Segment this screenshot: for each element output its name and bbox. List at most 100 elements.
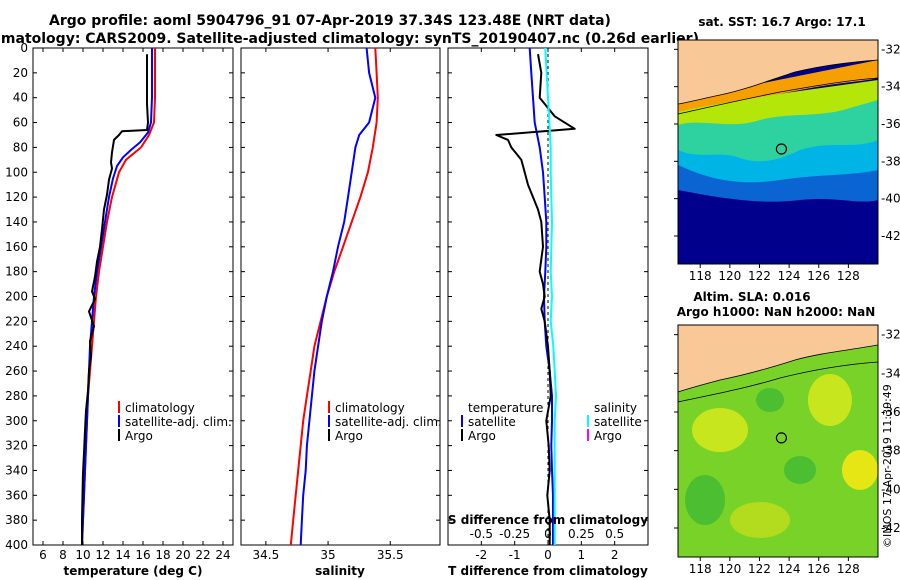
argo-position-marker	[775, 143, 788, 155]
s-tick-label: 0.5	[605, 527, 624, 541]
lon-tick-label: 118	[689, 269, 712, 283]
depth-axis: 0 20 40 60 80 100 120 140 160 180 200 220 240 260 280 3…	[5, 41, 648, 552]
depth-tick-label: 340	[5, 463, 28, 477]
series-line-s-satellite-clim	[544, 48, 557, 545]
legend-label-t-argo: Argo	[468, 429, 496, 443]
lat-tick-label: -32	[881, 328, 900, 342]
x-tick-label: 2	[611, 548, 619, 562]
lon-tick-label: 124	[778, 562, 801, 576]
x-tick-label: 35	[320, 548, 335, 562]
lon-tick-label: 118	[689, 562, 712, 576]
lon-tick-label: 120	[718, 562, 741, 576]
lat-tick-label: -32	[881, 42, 900, 56]
depth-tick-label: 140	[5, 215, 28, 229]
sst-map-title: sat. SST: 16.7 Argo: 17.1	[698, 15, 865, 29]
legend-label-satellite: satellite-adj. clim.	[335, 415, 442, 429]
depth-tick-label: 240	[5, 339, 28, 353]
sla-anomaly	[730, 502, 790, 538]
legend-label-argo: Argo	[335, 429, 363, 443]
sla-map-title: Altim. SLA: 0.016	[693, 290, 810, 304]
s-tick-label: -0.5	[470, 527, 493, 541]
legend-label-satellite: satellite-adj. clim.	[125, 415, 232, 429]
s-difference-axis-label: S difference from climatology	[448, 513, 648, 527]
series-line-satellite-adj-clim-	[299, 48, 377, 545]
s-difference-x-axis: -0.5-0.2500.250.5	[470, 527, 625, 541]
lon-tick-label: 120	[718, 269, 741, 283]
x-tick-label: 34.5	[253, 548, 280, 562]
depth-tick-label: 120	[5, 190, 28, 204]
sla-coastline	[678, 344, 878, 393]
lon-tick-label: 128	[837, 269, 860, 283]
sst-map	[678, 40, 878, 264]
sst-coastline	[678, 59, 878, 105]
series-line-t-argo-clim	[495, 54, 576, 545]
lat-tick-label: -40	[881, 192, 900, 206]
lon-tick-label: 126	[807, 269, 830, 283]
depth-tick-label: 380	[5, 513, 28, 527]
lat-tick-label: -36	[881, 405, 900, 419]
sst-orange-band	[678, 60, 878, 112]
sst-lon-axis: 118 120 122 124 126 128	[689, 264, 860, 283]
lat-tick-label: -38	[881, 154, 900, 168]
depth-tick-label: 300	[5, 414, 28, 428]
depth-tick-label: 40	[13, 91, 28, 105]
depth-tick-label: 220	[5, 314, 28, 328]
x-tick-label: 24	[215, 548, 230, 562]
sla-map-frame	[677, 324, 879, 558]
sst-map-frame	[677, 39, 879, 265]
depth-tick-label: 160	[5, 240, 28, 254]
salinity-legend: climatology satellite-adj. clim. Argo	[328, 401, 442, 443]
series-line-argo	[81, 54, 149, 545]
argo-position-marker	[775, 432, 788, 444]
temperature-series	[81, 48, 156, 545]
sla-anomaly	[692, 408, 748, 452]
sla-anomaly	[808, 374, 852, 426]
salinity-axis-label: salinity	[315, 564, 365, 578]
depth-tick-label: 260	[5, 364, 28, 378]
x-tick-label: 8	[59, 548, 67, 562]
temperature-panel-frame	[32, 47, 234, 546]
lon-tick-label: 124	[778, 269, 801, 283]
sla-anomaly	[685, 475, 725, 525]
x-tick-label: -1	[509, 548, 521, 562]
temperature-legend: climatology satellite-adj. clim. Argo	[118, 401, 232, 443]
figure-title-line2: Climatology: CARS2009. Satellite-adjuste…	[0, 31, 699, 47]
x-tick-label: 12	[95, 548, 110, 562]
depth-tick-label: 400	[5, 538, 28, 552]
sst-shelf-contour	[678, 77, 878, 115]
legend-label-s-argo: Argo	[594, 429, 622, 443]
lat-tick-label: -38	[881, 444, 900, 458]
salinity-panel-frame	[240, 47, 441, 546]
legend-title-temperature: temperature	[468, 401, 543, 415]
lon-tick-label: 122	[748, 269, 771, 283]
lon-tick-label: 128	[837, 562, 860, 576]
lat-tick-label: -34	[881, 366, 900, 380]
legend-label-argo: Argo	[125, 429, 153, 443]
t-difference-axis-label: T difference from climatology	[448, 564, 648, 578]
sla-map	[678, 325, 878, 557]
sst-land	[678, 40, 878, 104]
x-tick-label: 6	[39, 548, 47, 562]
figure-title-line1: Argo profile: aoml 5904796_91 07-Apr-201…	[49, 13, 611, 29]
legend-label-climatology: climatology	[125, 401, 195, 415]
sla-land	[678, 325, 878, 392]
salinity-x-axis: 34.5 35 35.5	[253, 48, 404, 562]
sla-shelf-contour	[678, 361, 878, 403]
lat-tick-label: -36	[881, 117, 900, 131]
sla-anomaly	[784, 456, 816, 484]
depth-tick-label: 100	[5, 165, 28, 179]
lat-tick-label: -40	[881, 482, 900, 496]
depth-tick-label: 20	[13, 66, 28, 80]
depth-tick-label: 60	[13, 116, 28, 130]
series-line-climatology	[289, 48, 379, 545]
lat-tick-label: -42	[881, 229, 900, 243]
depth-tick-label: 320	[5, 439, 28, 453]
sst-green-band	[678, 80, 878, 125]
salinity-series	[289, 48, 379, 545]
x-tick-label: 0	[544, 548, 552, 562]
x-tick-label: 1	[578, 548, 586, 562]
lon-tick-label: 126	[807, 562, 830, 576]
sla-lon-axis: 118 120 122 124 126 128	[689, 557, 860, 576]
legend-label-s-satellite: satellite	[594, 415, 642, 429]
